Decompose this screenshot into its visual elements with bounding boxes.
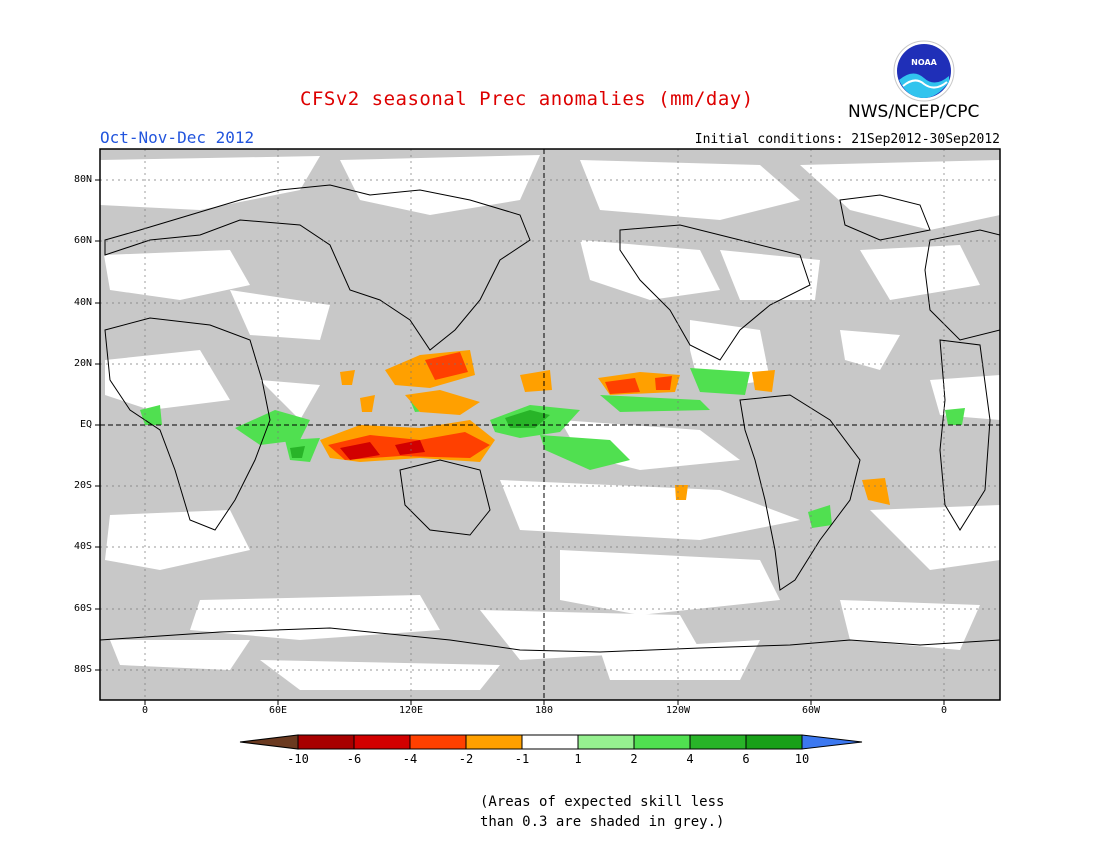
grid-lines: [100, 149, 1000, 700]
lat-label: 20N: [73, 358, 92, 369]
lon-label: 120W: [665, 705, 691, 716]
colorbar: [239, 734, 863, 750]
colorbar-segment: [465, 734, 523, 750]
coastlines: [99, 184, 1001, 653]
very-dry-areas: [340, 440, 425, 460]
colorbar-label: 6: [742, 752, 750, 766]
colorbar-segment: [689, 734, 747, 750]
lon-label: 60W: [801, 705, 821, 716]
lat-label: 40S: [73, 541, 92, 552]
colorbar-segment: [521, 734, 579, 750]
lat-label: 20S: [73, 480, 92, 491]
colorbar-segment: [239, 734, 299, 750]
season-label: Oct-Nov-Dec 2012: [100, 128, 255, 147]
colorbar-label: -4: [402, 752, 418, 766]
colorbar-segment: [745, 734, 803, 750]
colorbar-label: 10: [794, 752, 810, 766]
colorbar-segment: [353, 734, 411, 750]
colorbar-segment: [297, 734, 355, 750]
skill-note: (Areas of expected skill less than 0.3 a…: [480, 792, 724, 832]
colorbar-segment: [801, 734, 863, 750]
agency-label: NWS/NCEP/CPC: [848, 102, 980, 122]
colorbar-label: 2: [630, 752, 638, 766]
colorbar-label: -2: [458, 752, 474, 766]
lat-label: 80S: [73, 664, 92, 675]
colorbar-label: 1: [574, 752, 582, 766]
strong-wet-areas: [290, 410, 550, 458]
lat-label: 40N: [73, 297, 92, 308]
lon-label: 0: [141, 705, 149, 716]
white-anomaly-areas: [100, 155, 1000, 690]
noaa-logo: [893, 40, 955, 102]
lon-label: 60E: [268, 705, 288, 716]
colorbar-label: -6: [346, 752, 362, 766]
reference-lines: [100, 149, 1000, 700]
lat-label: 60S: [73, 603, 92, 614]
colorbar-segment: [577, 734, 635, 750]
colorbar-segment: [633, 734, 691, 750]
note-line: than 0.3 are shaded in grey.): [480, 814, 725, 830]
map-title: CFSv2 seasonal Prec anomalies (mm/day): [300, 88, 754, 110]
logo-text: NOAA: [911, 58, 937, 67]
lon-label: 180: [534, 705, 554, 716]
lat-label: EQ: [79, 419, 92, 430]
lon-label: 0: [940, 705, 948, 716]
note-line: (Areas of expected skill less: [480, 794, 725, 810]
colorbar-label: -1: [514, 752, 530, 766]
colorbar-segment: [409, 734, 467, 750]
initial-conditions: Initial conditions: 21Sep2012-30Sep2012: [694, 132, 1000, 147]
lat-label: 80N: [73, 174, 92, 185]
lat-label: 60N: [73, 235, 92, 246]
lon-label: 120E: [398, 705, 424, 716]
axis-ticks: [95, 179, 945, 705]
colorbar-label: -10: [287, 752, 309, 766]
colorbar-label: 4: [686, 752, 694, 766]
